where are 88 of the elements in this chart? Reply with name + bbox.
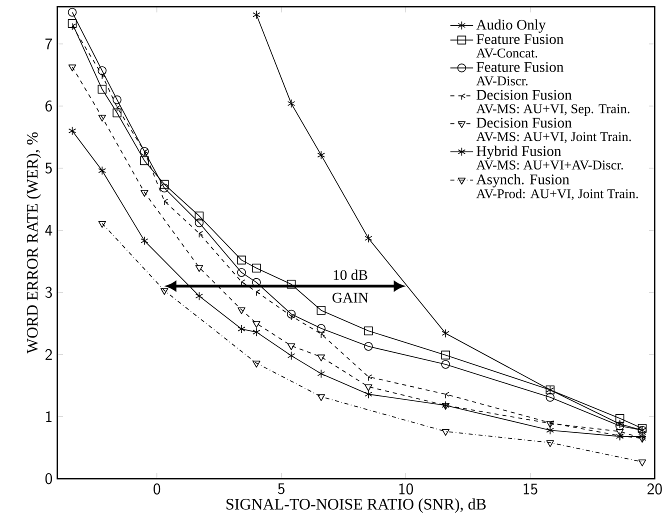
point xyxy=(252,10,260,19)
y-tick-label: 0 xyxy=(45,472,52,484)
point xyxy=(316,324,326,333)
point xyxy=(160,180,169,189)
x-tick-label: 5 xyxy=(278,483,284,494)
point xyxy=(442,402,450,410)
x-tick-label: 15 xyxy=(524,483,538,494)
point xyxy=(68,8,77,17)
point xyxy=(442,328,450,338)
annotation: AV-MS: AU+VI+AV-Discr. xyxy=(476,160,623,170)
point xyxy=(364,384,372,391)
point xyxy=(316,306,326,315)
y-tick-label: 7 xyxy=(45,38,52,50)
point xyxy=(238,324,246,334)
point xyxy=(317,354,326,362)
point xyxy=(98,84,107,94)
point xyxy=(287,351,296,360)
point xyxy=(287,99,296,108)
point xyxy=(140,156,149,165)
point xyxy=(238,307,246,314)
x-tick-label: 0 xyxy=(154,483,160,494)
y-tick-label: 1 xyxy=(46,411,52,422)
point xyxy=(364,234,372,243)
y-tick-label: 6 xyxy=(45,100,52,112)
point xyxy=(442,428,450,436)
point xyxy=(317,369,326,378)
x-tick-label: 10 xyxy=(399,483,413,494)
point xyxy=(237,268,246,277)
point xyxy=(441,350,450,360)
point xyxy=(98,114,106,122)
point xyxy=(546,426,554,434)
point xyxy=(68,18,77,28)
y-tick-label: 5 xyxy=(45,162,52,174)
point xyxy=(286,310,296,318)
point xyxy=(252,264,261,272)
legend-label: Audio Only xyxy=(476,19,546,33)
legend-label: Hybrid Fusion xyxy=(476,146,562,159)
point xyxy=(364,342,373,351)
y-axis-title: WORD ERROR RATE (WER), % xyxy=(26,132,41,354)
point xyxy=(112,108,122,118)
point xyxy=(638,459,646,466)
point xyxy=(252,320,260,328)
annotation: AV-MS: AU+VI, Joint Train. xyxy=(476,132,631,143)
y-tick-label: 3 xyxy=(45,286,52,298)
point xyxy=(546,392,555,402)
point xyxy=(546,420,554,428)
point xyxy=(112,95,122,104)
x-tick-label: 20 xyxy=(647,483,662,494)
annotation: AV-Prod: AU+VI, Joint Train. xyxy=(476,188,638,200)
point xyxy=(98,220,106,228)
legend-label: Decision Fusion xyxy=(476,90,572,100)
y-tick-label: 2 xyxy=(45,348,52,360)
point xyxy=(252,328,260,336)
point xyxy=(68,64,76,72)
point xyxy=(194,218,204,228)
point xyxy=(364,326,373,336)
point xyxy=(68,126,76,136)
point xyxy=(252,360,260,368)
point xyxy=(195,292,204,300)
y-tick-label: 4 xyxy=(45,224,52,236)
point xyxy=(442,400,450,410)
point xyxy=(160,183,169,192)
point xyxy=(546,440,554,447)
legend-label: Feature Fusion xyxy=(476,34,564,44)
point xyxy=(98,66,107,75)
point xyxy=(317,150,326,160)
legend-label: Asynch. Fusion xyxy=(476,174,570,188)
point xyxy=(364,390,372,398)
point xyxy=(194,211,204,220)
point xyxy=(441,360,450,369)
point xyxy=(140,190,148,197)
point xyxy=(638,436,646,443)
point xyxy=(286,280,296,289)
point xyxy=(140,236,148,246)
point xyxy=(160,288,168,295)
point xyxy=(98,166,106,175)
point xyxy=(616,428,624,436)
annotation: AV-MS: AU+VI, Sep. Train. xyxy=(476,104,630,116)
legend-label: Feature Fusion xyxy=(476,62,564,72)
point xyxy=(195,264,204,272)
legend-label: Decision Fusion xyxy=(476,118,572,128)
point xyxy=(287,343,296,350)
annotation: AV-Discr. xyxy=(476,76,528,86)
x-axis-title: SIGNAL-TO-NOISE RATIO (SNR), dB xyxy=(226,498,486,513)
annotation: AV-Concat. xyxy=(476,48,538,58)
point xyxy=(317,394,326,401)
annotation: 10 dB GAIN xyxy=(332,270,368,302)
point xyxy=(237,256,246,264)
